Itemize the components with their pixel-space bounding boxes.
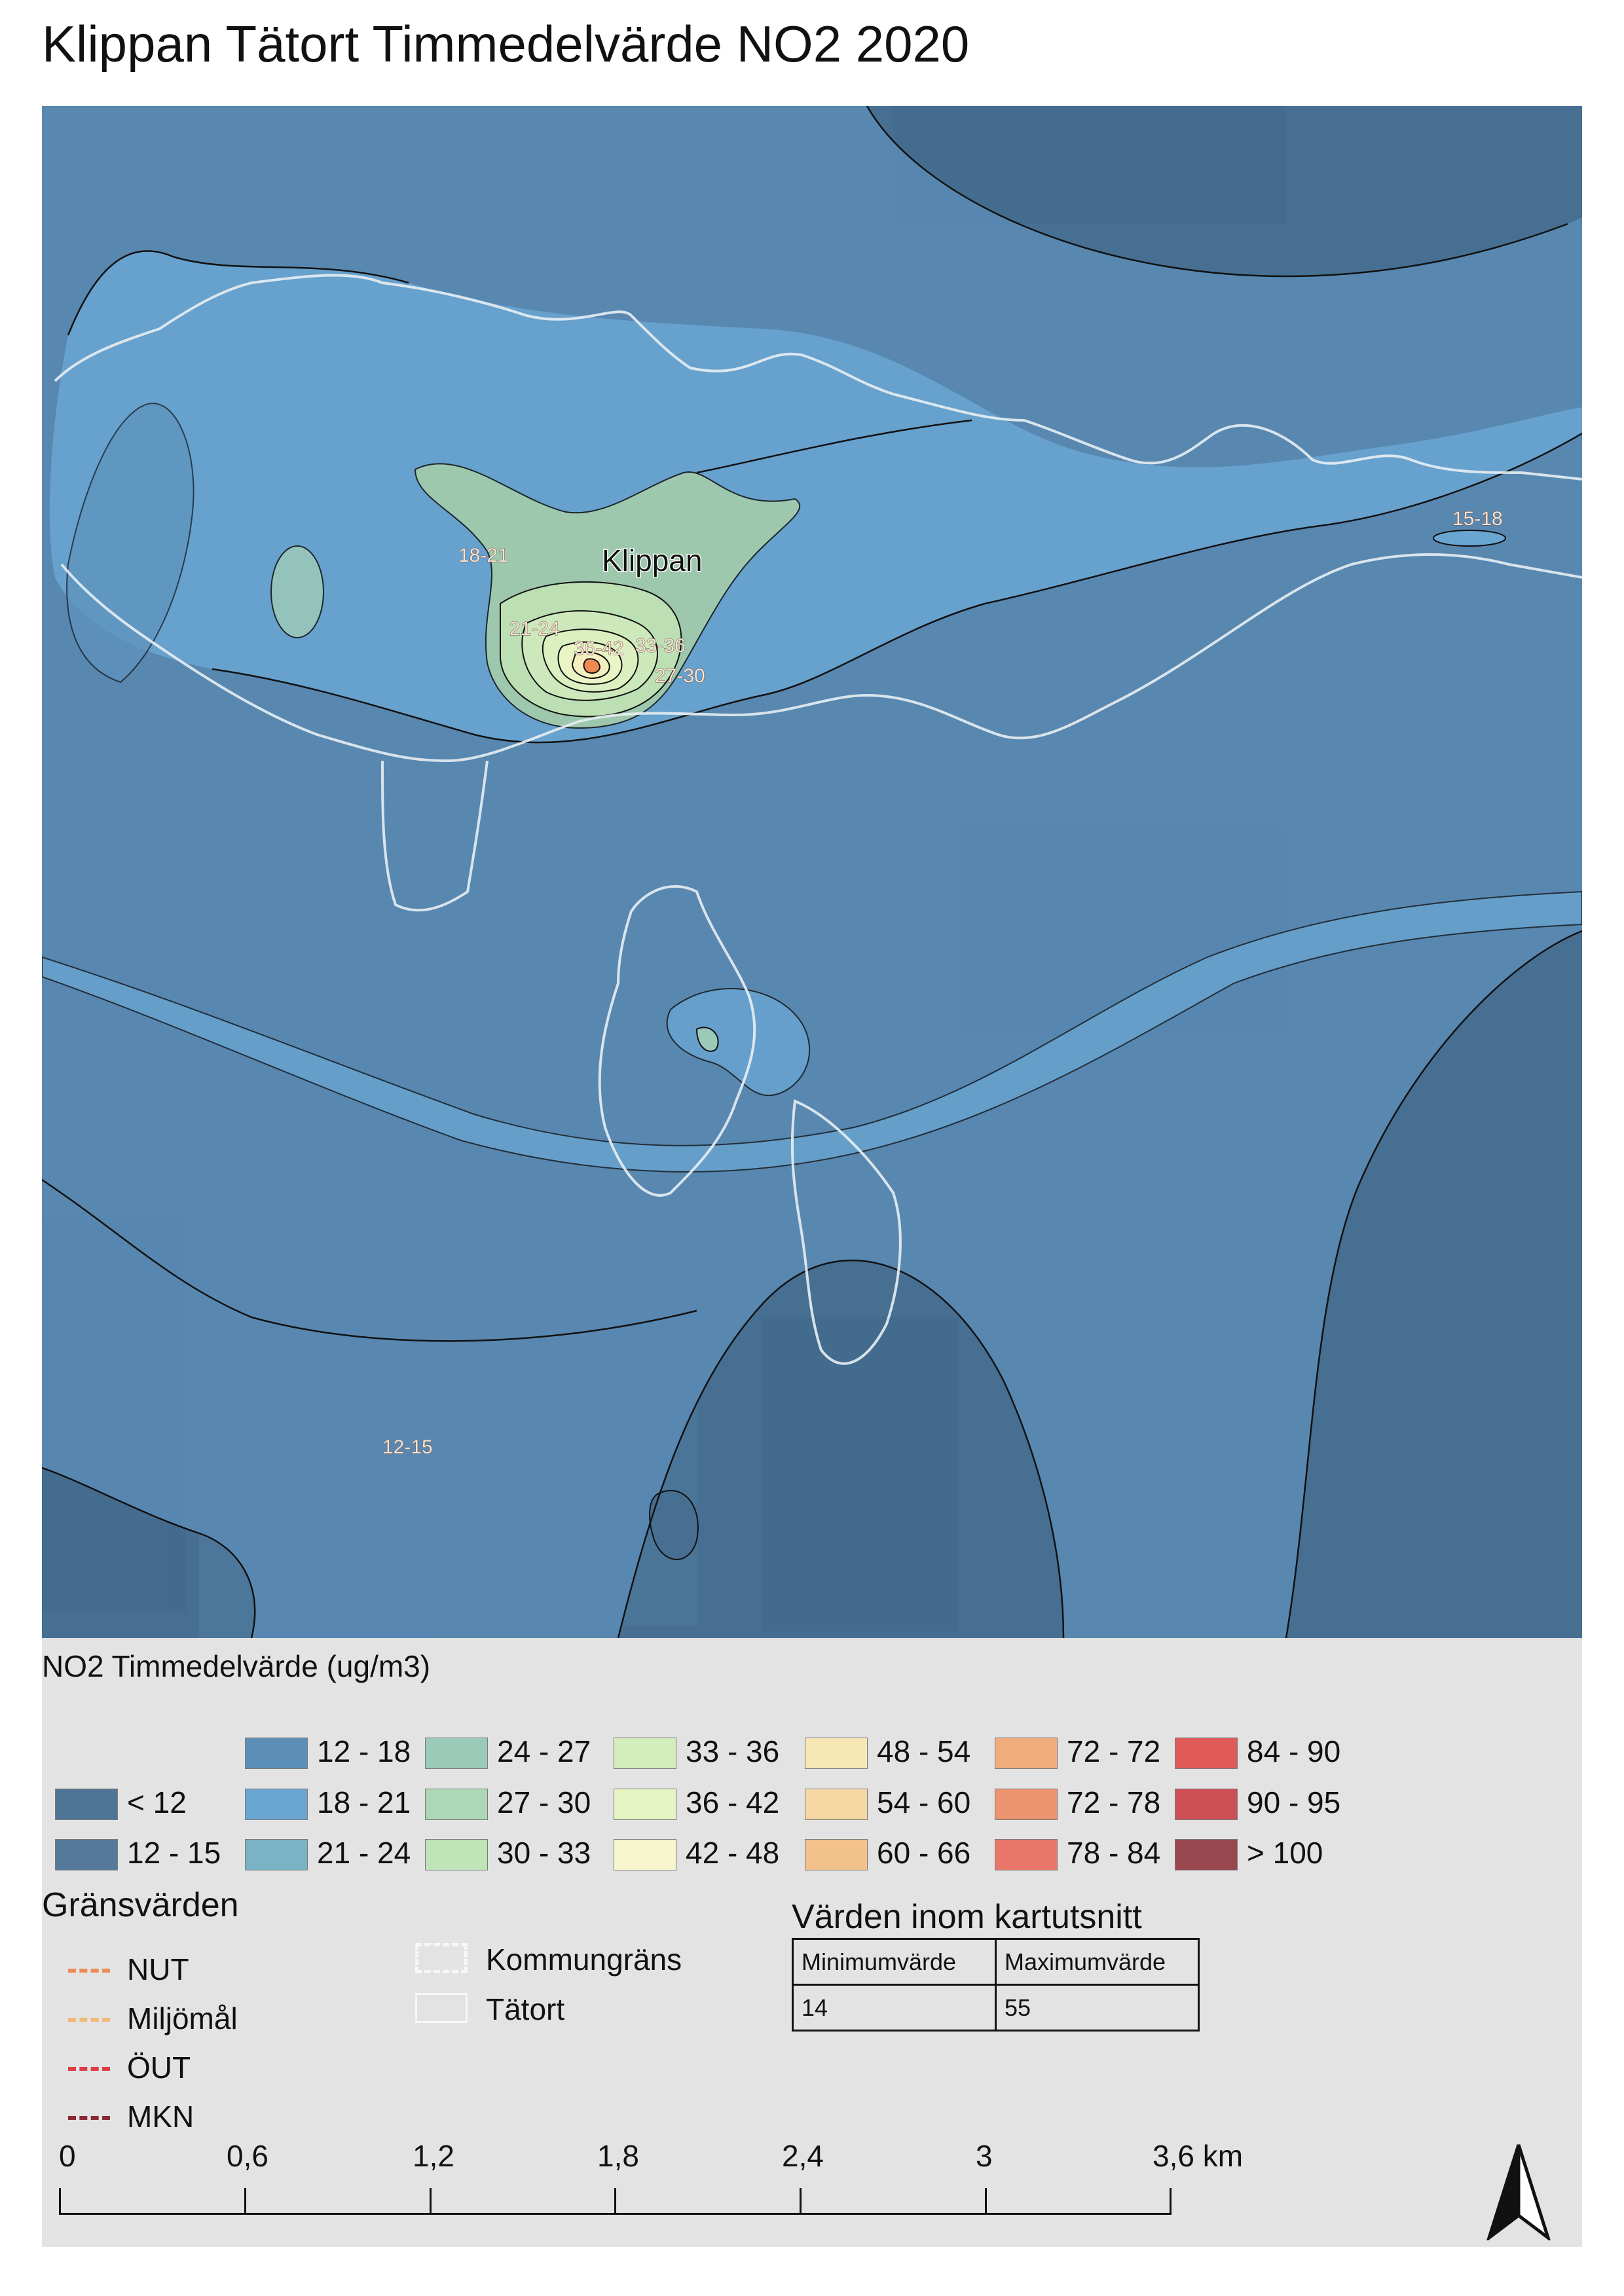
legend-swatch-48-54 — [805, 1738, 868, 1769]
legend-label-78-84: 78 - 84 — [1067, 1836, 1161, 1870]
legend-swatch-90-95 — [1175, 1789, 1238, 1820]
scale-tick — [244, 2188, 246, 2215]
zone-18-21 — [49, 251, 1582, 743]
contour-label-33-36: 33-36 — [635, 635, 686, 657]
legend-swatch-36-42 — [614, 1789, 676, 1820]
scale-tick — [1170, 2188, 1172, 2215]
limit-label-mkn: MKN — [127, 2100, 194, 2134]
scale-label-1-2: 1,2 — [413, 2139, 454, 2173]
legend-label-21-24: 21 - 24 — [317, 1836, 411, 1870]
tatort-outlines — [54, 274, 1582, 1365]
map-canvas[interactable]: Klippan 18-21 21-24 36-42 33-36 27-30 15… — [42, 106, 1582, 1638]
scale-label-0-6: 0,6 — [227, 2139, 268, 2173]
legend-label-33-36: 33 - 36 — [686, 1734, 780, 1768]
legend-swatch-30-33 — [425, 1839, 488, 1870]
legend-swatch-72-78 — [995, 1789, 1058, 1820]
limit-label-out: ÖUT — [127, 2050, 191, 2085]
legend-label-42-48: 42 - 48 — [686, 1836, 780, 1870]
legend-label-72-72: 72 - 72 — [1067, 1734, 1161, 1768]
legend-label-72-78: 72 - 78 — [1067, 1785, 1161, 1819]
legend-title: NO2 Timmedelvärde (ug/m3) — [42, 1649, 431, 1683]
legend-label-30-33: 30 - 33 — [497, 1836, 591, 1870]
legend-label-60-66: 60 - 66 — [877, 1836, 971, 1870]
contour-label-27-30: 27-30 — [655, 665, 705, 687]
zone-sw-pocket — [649, 1489, 699, 1560]
legend-label-12-15: 12 - 15 — [127, 1836, 221, 1870]
values-cell-min: 14 — [792, 1984, 997, 2032]
scale-label-1-8: 1,8 — [597, 2139, 639, 2173]
legend-label-48-54: 48 - 54 — [877, 1734, 971, 1768]
scale-tick — [800, 2188, 802, 2215]
legend-swatch-12-18 — [245, 1738, 308, 1769]
scale-tick — [614, 2188, 616, 2215]
values-cell-max: 55 — [995, 1984, 1200, 2032]
values-table: Minimumvärde Maximumvärde 14 55 — [792, 1938, 1200, 2032]
contour-label-18-21: 18-21 — [458, 545, 509, 566]
legend-panel: NO2 Timmedelvärde (ug/m3) < 12 12 - 15 1… — [42, 1638, 1582, 2247]
limit-line-mkn — [68, 2116, 110, 2120]
scale-tick — [59, 2188, 61, 2215]
legend-label-24-27: 24 - 27 — [497, 1734, 591, 1768]
legend-swatch-54-60 — [805, 1789, 868, 1820]
legend-label-12-18: 12 - 18 — [317, 1734, 411, 1768]
tatort-swatch — [415, 1993, 468, 2023]
limits-title: Gränsvärden — [42, 1886, 239, 1924]
legend-label-54-60: 54 - 60 — [877, 1785, 971, 1819]
legend-swatch-84-90 — [1175, 1738, 1238, 1769]
contour-label-21-24: 21-24 — [509, 618, 560, 640]
scale-label-3: 3 — [976, 2139, 993, 2173]
legend-swatch-72-72 — [995, 1738, 1058, 1769]
contour-label-12-15: 12-15 — [382, 1436, 433, 1458]
limit-label-nut: NUT — [127, 1952, 189, 1986]
limit-line-nut — [68, 1969, 110, 1973]
kommungrans-swatch — [415, 1943, 468, 1973]
scale-label-3-6: 3,6 km — [1153, 2139, 1244, 2173]
legend-swatch-33-36 — [614, 1738, 676, 1769]
zone-21-24-west — [270, 545, 324, 638]
legend-swatch-lt12 — [55, 1789, 118, 1820]
legend-label-84-90: 84 - 90 — [1247, 1734, 1341, 1768]
legend-label-18-21: 18 - 21 — [317, 1785, 411, 1819]
limit-line-out — [68, 2067, 110, 2071]
zone-peak — [583, 658, 601, 674]
place-label-klippan: Klippan — [602, 543, 702, 577]
scale-label-2-4: 2,4 — [782, 2139, 824, 2173]
tatort-label: Tätort — [486, 1992, 565, 2026]
legend-swatch-21-24 — [245, 1839, 308, 1870]
zone-south-pocket — [666, 987, 811, 1097]
values-header-max: Maximumvärde — [995, 1938, 1200, 1986]
legend-swatch-24-27 — [425, 1738, 488, 1769]
legend-swatch-27-30 — [425, 1789, 488, 1820]
scale-label-0: 0 — [59, 2139, 76, 2173]
contour-label-36-42: 36-42 — [574, 638, 624, 659]
limit-label-miljomal: Miljömål — [127, 2001, 238, 2035]
values-header-min: Minimumvärde — [792, 1938, 997, 1986]
legend-swatch-78-84 — [995, 1839, 1058, 1870]
zone-south-inner — [695, 1027, 719, 1052]
legend-swatch-42-48 — [614, 1839, 676, 1870]
legend-swatch-18-21 — [245, 1789, 308, 1820]
scalebar: 0 0,6 1,2 1,8 2,4 3 3,6 km — [59, 2136, 1243, 2234]
map-title: Klippan Tätort Timmedelvärde NO2 2020 — [42, 15, 970, 73]
north-arrow-icon — [1486, 2144, 1551, 2240]
scale-tick — [985, 2188, 987, 2215]
limit-line-miljomal — [68, 2018, 110, 2022]
legend-swatch-60-66 — [805, 1839, 868, 1870]
legend-label-lt12: < 12 — [127, 1785, 187, 1819]
legend-swatch-gt100 — [1175, 1839, 1238, 1870]
legend-label-27-30: 27 - 30 — [497, 1785, 591, 1819]
contour-labels: 18-21 21-24 36-42 33-36 27-30 15-18 12-1… — [382, 508, 1504, 1459]
scale-tick — [430, 2188, 432, 2215]
zone-valley-band — [42, 890, 1582, 1173]
zone-west-lobe — [66, 403, 194, 683]
values-table-title: Värden inom kartutsnitt — [792, 1898, 1142, 1936]
kommungrans-label: Kommungräns — [486, 1942, 682, 1977]
legend-swatch-12-15 — [55, 1839, 118, 1870]
contour-label-15-18: 15-18 — [1452, 508, 1503, 530]
legend-label-gt100: > 100 — [1247, 1836, 1323, 1870]
legend-label-90-95: 90 - 95 — [1247, 1785, 1341, 1819]
zone-18-21-east — [1433, 530, 1506, 547]
legend-label-36-42: 36 - 42 — [686, 1785, 780, 1819]
